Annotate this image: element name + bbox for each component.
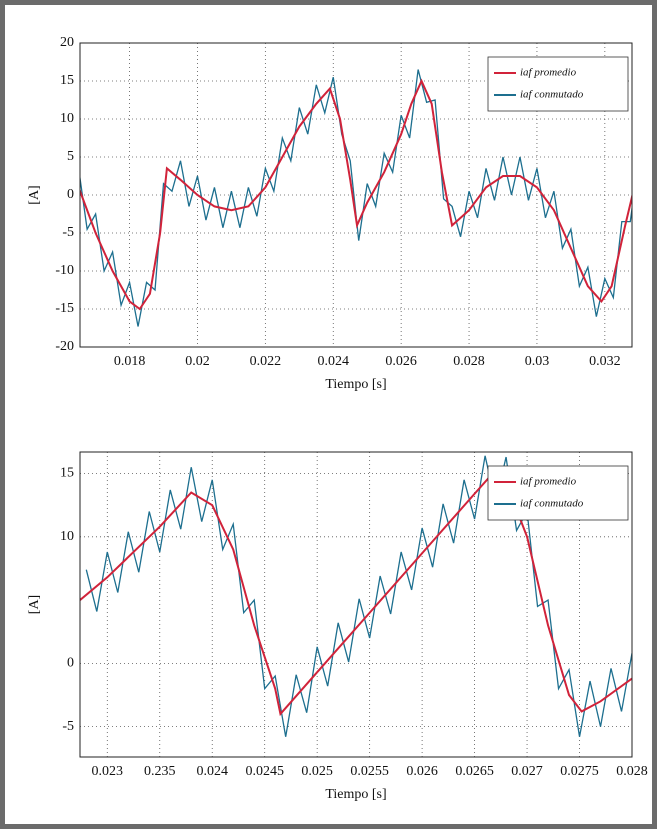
axes: 15 10 0 -5 0.023 0.235 0.024 0.0245 0.025 0.0255 0… xyxy=(27,451,648,802)
y-tick-label: -5 xyxy=(62,719,74,734)
x-tick-label: 0.025 xyxy=(301,764,333,779)
y-tick-label: -5 xyxy=(62,225,74,240)
x-tick-label: 0.235 xyxy=(144,764,176,779)
legend-box xyxy=(487,465,629,521)
y-axis-label: [A] xyxy=(27,595,42,614)
legend-label: iaf conmutado xyxy=(520,498,584,510)
x-axis-label: Tiempo [s] xyxy=(325,787,386,802)
x-tick-label: 0.027 xyxy=(511,764,543,779)
y-tick-label: 10 xyxy=(60,111,74,126)
x-tick-label: 0.022 xyxy=(250,354,282,369)
y-tick-label: -15 xyxy=(55,301,74,316)
y-tick-label: 20 xyxy=(60,35,74,50)
y-tick-label: 15 xyxy=(60,73,74,88)
x-tick-label: 0.026 xyxy=(406,764,438,779)
series-line xyxy=(85,455,632,737)
legend: iaf promedio iaf conmutado xyxy=(487,465,629,521)
y-tick-label: -10 xyxy=(55,263,74,278)
x-tick-label: 0.0275 xyxy=(560,764,599,779)
x-tick-label: 0.0255 xyxy=(350,764,389,779)
x-tick-label: 0.023 xyxy=(92,764,124,779)
legend-label: iaf promedio xyxy=(520,476,577,488)
axes: 20 15 10 5 0 -5 -10 -15 -20 0.018 0.02 0.022 0.024 0.… xyxy=(27,35,633,392)
x-axis-label: Tiempo [s] xyxy=(325,377,386,392)
x-tick-label: 0.018 xyxy=(114,354,146,369)
legend-label: iaf conmutado xyxy=(520,89,584,101)
x-tick-label: 0.028 xyxy=(616,764,648,779)
x-tick-label: 0.028 xyxy=(453,354,485,369)
y-tick-label: 5 xyxy=(67,149,74,164)
legend-label: iaf promedio xyxy=(520,67,577,79)
x-tick-label: 0.024 xyxy=(318,354,350,369)
y-tick-label: -20 xyxy=(55,339,74,354)
plot-border xyxy=(79,451,633,758)
series-line xyxy=(80,69,632,327)
x-tick-label: 0.0265 xyxy=(455,764,494,779)
series-line xyxy=(80,474,632,717)
legend: iaf promedio iaf conmutado xyxy=(487,56,629,112)
plot-border xyxy=(79,42,633,348)
x-tick-label: 0.03 xyxy=(525,354,550,369)
x-tick-label: 0.026 xyxy=(385,354,417,369)
x-tick-label: 0.0245 xyxy=(245,764,284,779)
x-tick-label: 0.024 xyxy=(196,764,228,779)
y-tick-label: 15 xyxy=(60,466,74,481)
y-tick-label: 0 xyxy=(67,187,74,202)
y-tick-label: 10 xyxy=(60,529,74,544)
x-tick-label: 0.02 xyxy=(185,354,210,369)
legend-box xyxy=(487,56,629,112)
series-line xyxy=(80,78,632,311)
y-axis-label: [A] xyxy=(27,185,42,204)
x-tick-label: 0.032 xyxy=(589,354,621,369)
y-tick-label: 0 xyxy=(67,656,74,671)
